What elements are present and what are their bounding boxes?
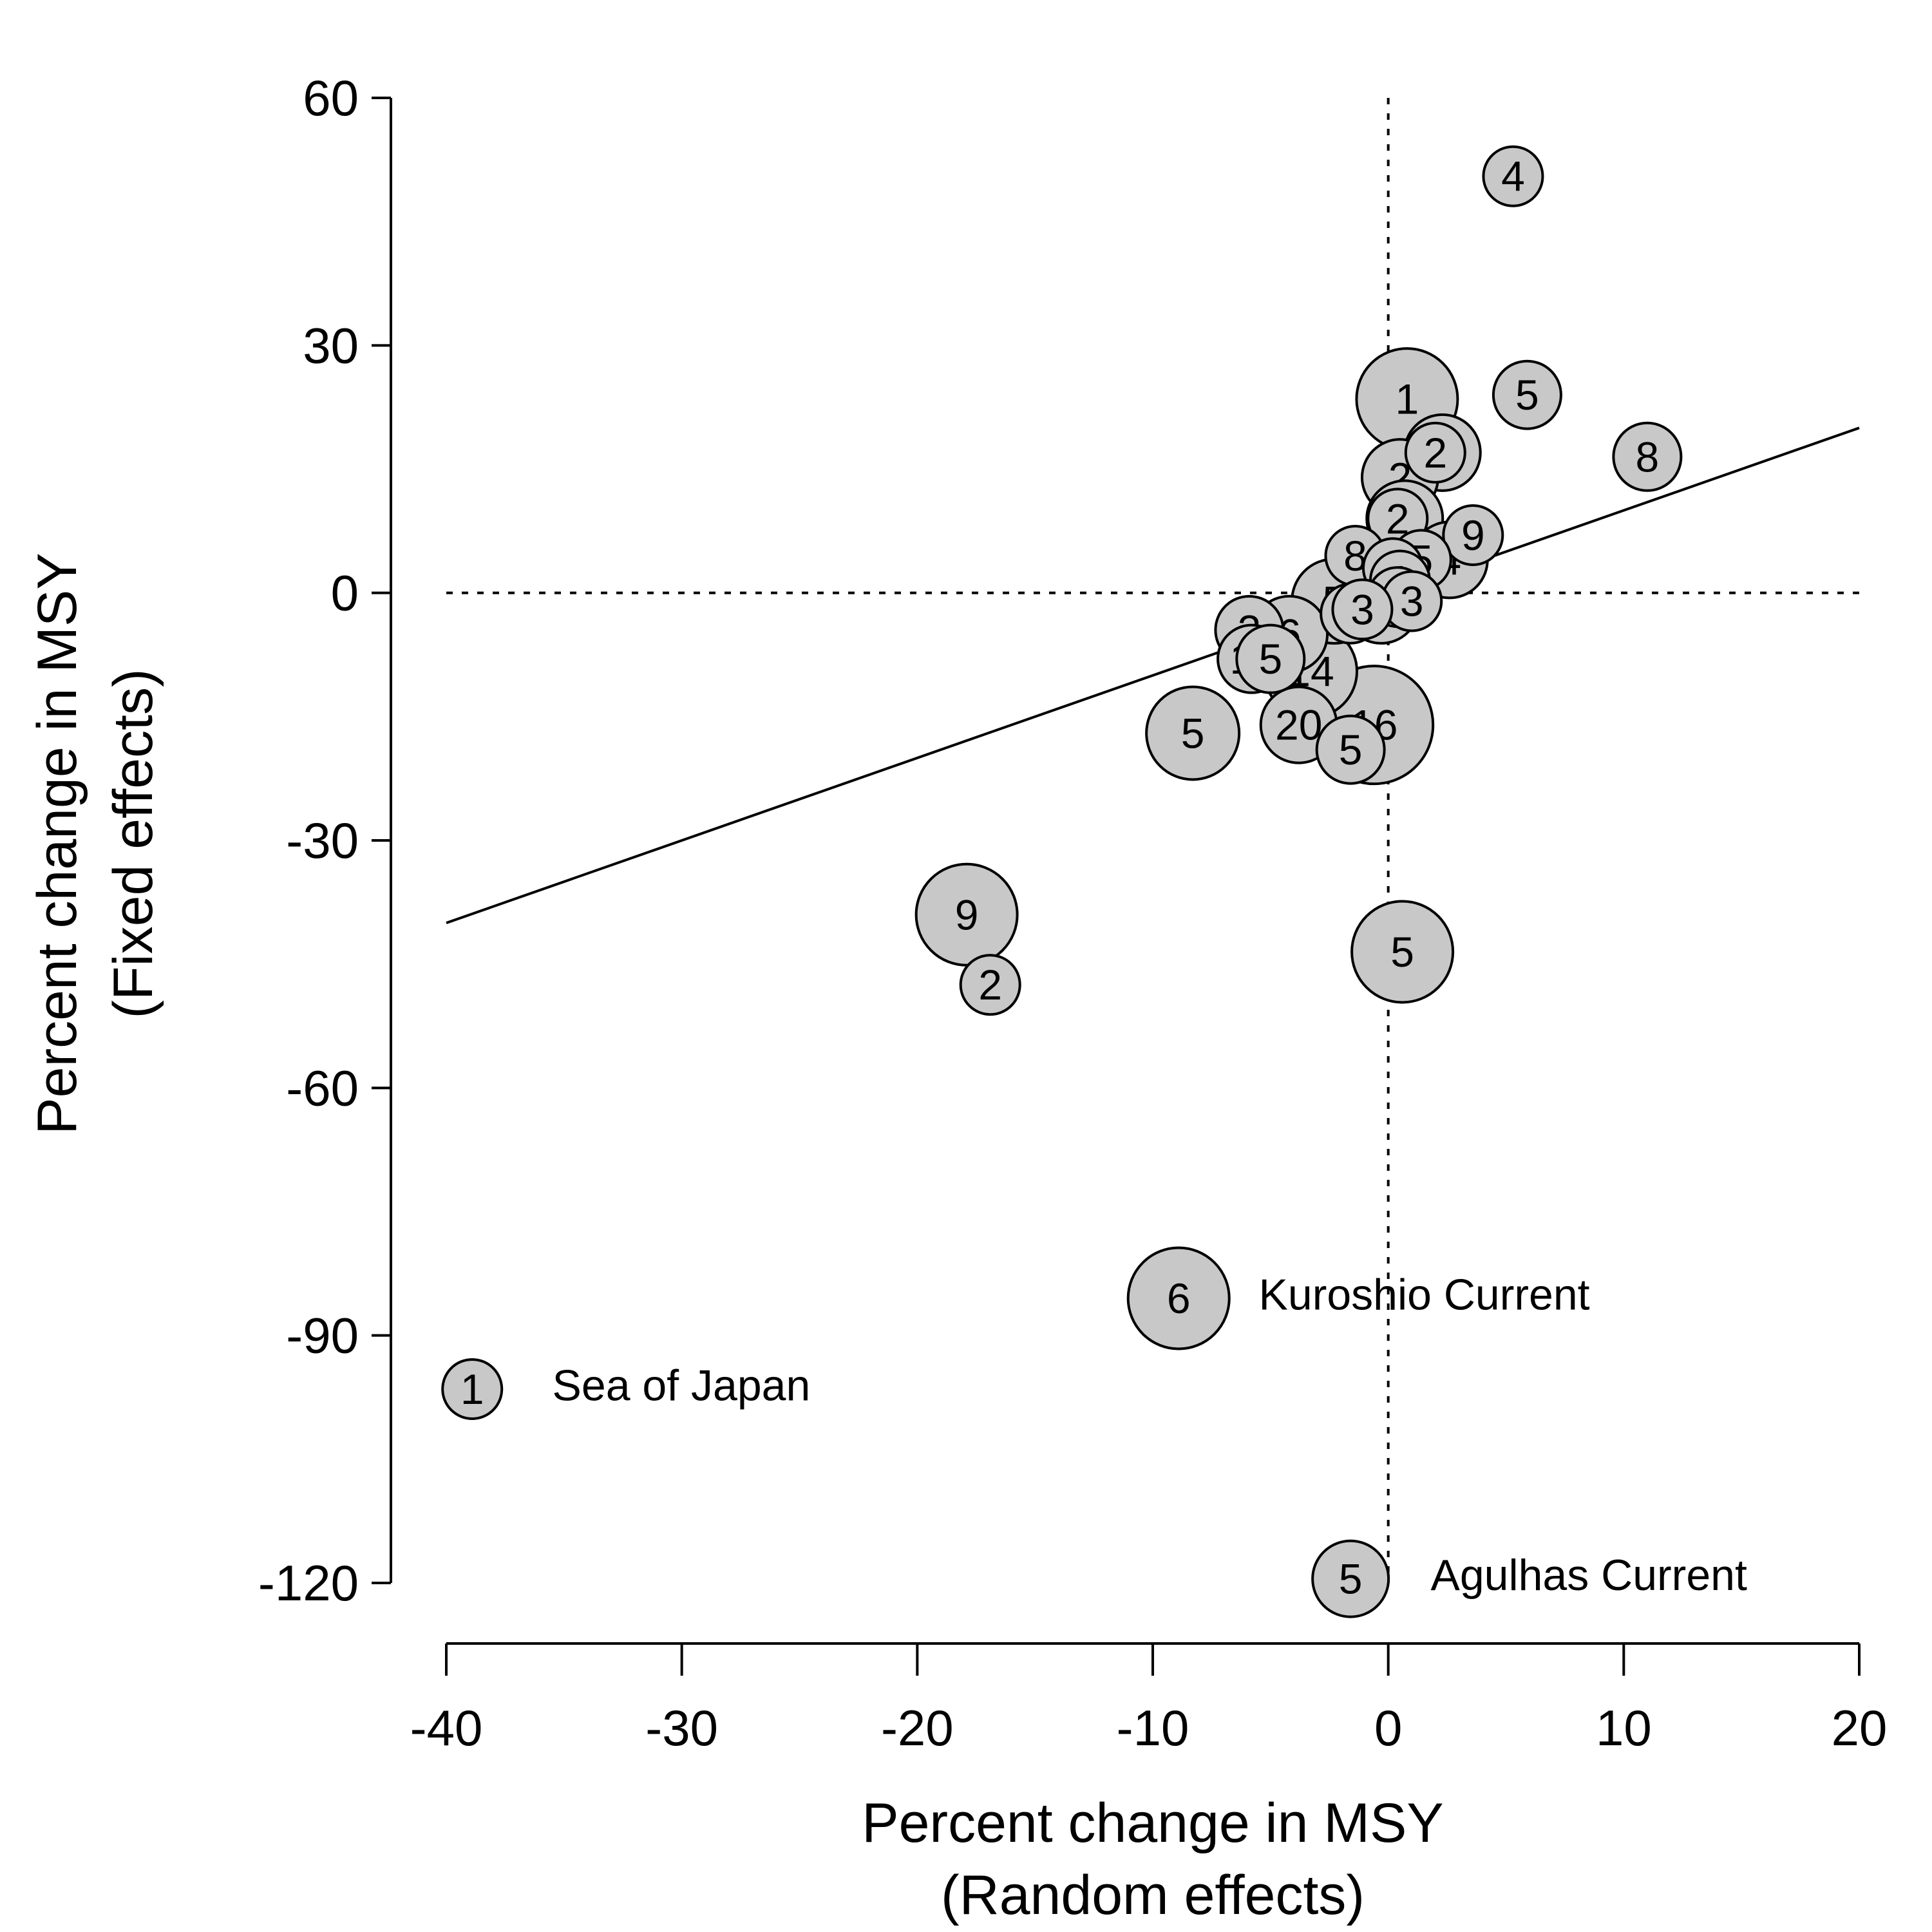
bubble-circle xyxy=(1315,714,1386,785)
bubble-circle xyxy=(1126,1246,1231,1350)
bubble-circle xyxy=(1442,504,1504,566)
x-tick-label: 20 xyxy=(1832,1700,1888,1756)
bubble-point: 5 xyxy=(1315,714,1386,785)
bubble-point: 1 xyxy=(441,1358,504,1420)
y-axis-title-line1: Percent change in MSY xyxy=(26,553,88,1135)
bubble-label: 8 xyxy=(1636,433,1660,480)
bubble-label: 5 xyxy=(1258,635,1282,683)
bubble-label: 5 xyxy=(1339,1555,1363,1603)
bubble-label: 6 xyxy=(1167,1274,1191,1322)
annotation-label: Agulhas Current xyxy=(1430,1551,1747,1600)
bubble-point: 5 xyxy=(1145,685,1241,781)
bubble-label: 2 xyxy=(978,961,1002,1009)
y-tick-label: 0 xyxy=(331,565,359,621)
y-tick-label: -120 xyxy=(258,1555,359,1611)
bubble-label: 20 xyxy=(1275,701,1322,749)
bubble-label: 5 xyxy=(1339,726,1363,773)
reference-lines xyxy=(446,98,1859,1583)
bubble-circle xyxy=(1492,359,1562,430)
x-axis-title-line2: (Random effects) xyxy=(941,1864,1365,1926)
x-axis-title-line1: Percent change in MSY xyxy=(862,1792,1444,1854)
bubble-circle xyxy=(1331,578,1394,641)
x-tick-label: -10 xyxy=(1117,1700,1189,1756)
bubble-circle xyxy=(1311,1539,1390,1618)
fit-line-layer xyxy=(446,426,1860,924)
bubble-label: 5 xyxy=(1515,371,1539,419)
x-tick-label: -30 xyxy=(645,1700,718,1756)
bubble-label: 2 xyxy=(1423,429,1447,477)
bubble-circle xyxy=(959,954,1021,1016)
y-tick-label: -30 xyxy=(286,812,359,869)
fit-line xyxy=(446,426,1860,924)
bubble-point: 4 xyxy=(1482,145,1544,207)
points-layer: 1619561455123416205583115542295811239321 xyxy=(441,145,1683,1618)
annotation-label: Kuroshio Current xyxy=(1259,1271,1590,1320)
bubble-point: 6 xyxy=(1126,1246,1231,1350)
y-tick-label: 60 xyxy=(303,70,359,126)
bubble-circle xyxy=(1145,685,1241,781)
bubble-label: 1 xyxy=(1396,375,1419,423)
bubble-circle xyxy=(1612,421,1683,492)
bubble-circle xyxy=(1482,145,1544,207)
bubble-circle xyxy=(1404,421,1466,484)
bubble-point: 2 xyxy=(959,954,1021,1016)
bubble-circle xyxy=(1235,623,1306,694)
annotation-label: Sea of Japan xyxy=(553,1361,811,1410)
bubble-circle xyxy=(441,1358,504,1420)
bubble-label: 3 xyxy=(1350,585,1374,633)
bubble-point: 5 xyxy=(1492,359,1562,430)
bubble-point: 3 xyxy=(1331,578,1394,641)
bubble-point: 5 xyxy=(1311,1539,1390,1618)
y-axis-title-line2: (Fixed effects) xyxy=(102,668,164,1018)
bubble-circle xyxy=(1350,900,1455,1004)
y-ticks: 60 30 0 -30 -60 -90 -120 xyxy=(258,70,391,1611)
bubble-label: 9 xyxy=(1461,511,1485,559)
bubble-point: 2 xyxy=(1404,421,1466,484)
x-tick-label: -40 xyxy=(410,1700,483,1756)
y-tick-label: 30 xyxy=(303,317,359,374)
x-tick-label: 10 xyxy=(1596,1700,1652,1756)
bubble-point: 9 xyxy=(914,862,1019,967)
x-tick-label: -20 xyxy=(881,1700,954,1756)
y-tick-label: -90 xyxy=(286,1307,359,1364)
bubble-label: 3 xyxy=(1400,577,1424,625)
bubble-point: 8 xyxy=(1612,421,1683,492)
bubble-point: 5 xyxy=(1350,900,1455,1004)
axes-layer xyxy=(390,98,1859,1645)
bubble-point: 5 xyxy=(1235,623,1306,694)
bubble-label: 5 xyxy=(1181,709,1205,757)
annotations-layer: Kuroshio Current Sea of Japan Agulhas Curr… xyxy=(553,1271,1747,1600)
bubble-label: 4 xyxy=(1501,153,1525,200)
x-ticks: -40 -30 -20 -10 0 10 20 xyxy=(410,1643,1888,1756)
bubble-label: 9 xyxy=(955,891,979,938)
bubble-point: 9 xyxy=(1442,504,1504,566)
bubble-label: 1 xyxy=(460,1365,484,1413)
y-tick-label: -60 xyxy=(286,1059,359,1116)
bubble-label: 5 xyxy=(1390,928,1414,976)
x-tick-label: 0 xyxy=(1374,1700,1402,1756)
bubble-point: 3 xyxy=(1381,570,1443,632)
